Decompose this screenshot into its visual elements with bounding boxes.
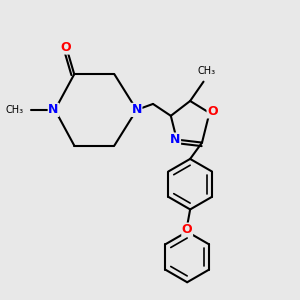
Text: N: N <box>48 103 59 116</box>
Text: CH₃: CH₃ <box>6 105 24 115</box>
Text: O: O <box>207 105 218 118</box>
Text: N: N <box>170 133 181 146</box>
Text: O: O <box>60 41 70 54</box>
Text: O: O <box>182 223 193 236</box>
Text: N: N <box>131 103 142 116</box>
Text: CH₃: CH₃ <box>197 66 216 76</box>
